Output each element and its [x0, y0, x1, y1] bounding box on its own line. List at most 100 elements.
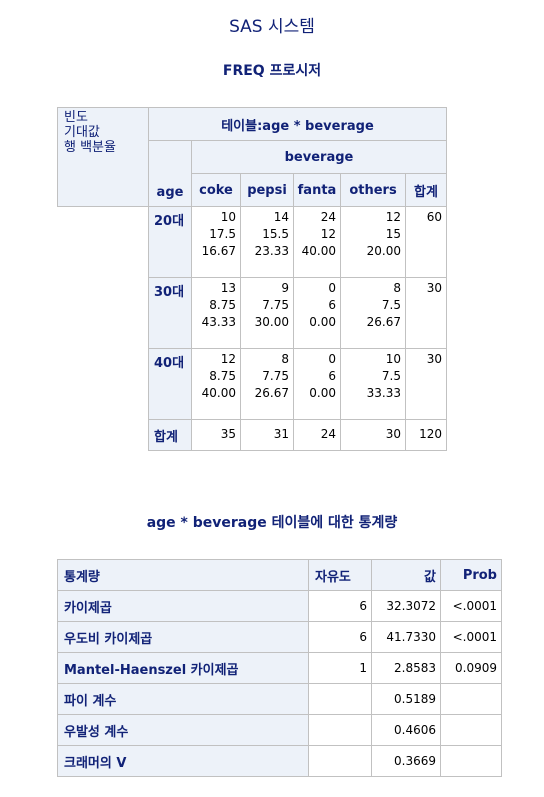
cell-value: 12: [385, 210, 401, 224]
statistic-name: 우도비 카이제곱: [57, 621, 309, 653]
blank-cell: [57, 277, 149, 349]
cell-value: 6: [328, 369, 336, 383]
table-row: 30대 13 8.75 43.33 9 7.75 30.00 0 6 0.00 8 7.5 26.67 3…: [57, 277, 447, 349]
column-header: pepsi: [240, 173, 294, 207]
cell-value: 33.33: [366, 386, 401, 400]
cell-value: 0: [328, 281, 336, 295]
cell-legend: 빈도 기대값 행 백분율: [57, 107, 149, 207]
col-var-header: beverage: [191, 140, 447, 174]
legend-line: 행 백분율: [64, 140, 116, 155]
cell-value: 30: [426, 281, 442, 295]
data-cell: 24 12 40.00: [293, 206, 341, 278]
data-cell: 13 8.75 43.33: [191, 277, 241, 349]
statistic-name: 파이 계수: [57, 683, 309, 715]
cell-value: 13: [220, 281, 236, 295]
statistic-value: [308, 714, 372, 746]
cell-value: 7.5: [381, 369, 401, 383]
cell-value: 8.75: [209, 298, 236, 312]
data-cell: 12 15 20.00: [340, 206, 406, 278]
table-row: 40대 12 8.75 40.00 8 7.75 26.67 0 6 0.00 10 7.5 33.33…: [57, 348, 447, 420]
data-cell: 9 7.75 30.00: [240, 277, 294, 349]
cell-value: 7.75: [262, 369, 289, 383]
statistic-value: [440, 714, 502, 746]
cell-value: 12: [320, 227, 336, 241]
statistic-value: 2.8583: [371, 652, 441, 684]
cell-value: 26.67: [366, 315, 401, 329]
cell-value: 30: [426, 352, 442, 366]
data-cell: 30: [405, 348, 447, 420]
data-cell: 0 6 0.00: [293, 348, 341, 420]
data-cell: 10 17.5 16.67: [191, 206, 241, 278]
statistic-value: 0.5189: [371, 683, 441, 715]
cell-value: 24: [320, 210, 336, 224]
cell-value: 60: [426, 210, 442, 224]
column-header: others: [340, 173, 406, 207]
table-row: 우발성 계수 0.4606: [57, 714, 502, 746]
cell-value: 0: [328, 352, 336, 366]
stats-header: 자유도: [308, 559, 372, 591]
data-cell: 14 15.5 23.33: [240, 206, 294, 278]
cell-value: 10: [220, 210, 236, 224]
row-header: 30대: [148, 277, 192, 349]
cell-value: 40.00: [301, 244, 336, 258]
statistic-value: 0.4606: [371, 714, 441, 746]
statistic-value: [308, 683, 372, 715]
statistic-name: Mantel-Haenszel 카이제곱: [57, 652, 309, 684]
statistic-value: 41.7330: [371, 621, 441, 653]
cell-value: 43.33: [201, 315, 236, 329]
stats-header: 통계량: [57, 559, 309, 591]
stats-header: 값: [371, 559, 441, 591]
statistics-table: 통계량 자유도 값 Prob 카이제곱 6 32.3072 <.0001 우도비 카이제…: [57, 559, 502, 777]
cell-value: 0.00: [309, 386, 336, 400]
statistic-value: 1: [308, 652, 372, 684]
statistic-value: 6: [308, 590, 372, 622]
crosstab-table: 빈도 기대값 행 백분율 테이블:age * beverage age beve…: [57, 107, 447, 451]
statistic-value: [440, 745, 502, 777]
table-row: 20대 10 17.5 16.67 14 15.5 23.33 24 12 40.00 12 15 20…: [57, 206, 447, 278]
cell-value: 16.67: [201, 244, 236, 258]
statistic-value: <.0001: [440, 621, 502, 653]
page-title: SAS 시스템: [229, 17, 315, 37]
cell-value: 30.00: [254, 315, 289, 329]
cell-value: 15: [385, 227, 401, 241]
cell-value: 23.33: [254, 244, 289, 258]
table-label: 테이블:age * beverage: [148, 107, 447, 141]
data-cell: 8 7.75 26.67: [240, 348, 294, 420]
total-cell: 35: [191, 419, 241, 451]
cell-value: 40.00: [201, 386, 236, 400]
statistic-value: <.0001: [440, 590, 502, 622]
total-cell: 24: [293, 419, 341, 451]
total-cell: 31: [240, 419, 294, 451]
cell-value: 0.00: [309, 315, 336, 329]
data-cell: 12 8.75 40.00: [191, 348, 241, 420]
statistic-value: 32.3072: [371, 590, 441, 622]
row-var-header: age: [148, 140, 192, 207]
cell-value: 8: [281, 352, 289, 366]
table-row: 카이제곱 6 32.3072 <.0001: [57, 590, 502, 622]
data-cell: 60: [405, 206, 447, 278]
blank-cell: [57, 206, 149, 278]
total-row: 합계 35 31 24 30 120: [57, 419, 447, 451]
cell-value: 10: [385, 352, 401, 366]
table-row: 크래머의 V 0.3669: [57, 745, 502, 777]
legend-line: 빈도: [64, 110, 88, 125]
statistic-value: 6: [308, 621, 372, 653]
cell-value: 8: [393, 281, 401, 295]
cell-value: 17.5: [209, 227, 236, 241]
statistic-name: 크래머의 V: [57, 745, 309, 777]
table-row: 우도비 카이제곱 6 41.7330 <.0001: [57, 621, 502, 653]
statistic-value: [308, 745, 372, 777]
statistic-value: 0.3669: [371, 745, 441, 777]
blank-cell: [57, 348, 149, 420]
stats-caption: age * beverage 테이블에 대한 통계량: [146, 515, 398, 531]
row-header: 40대: [148, 348, 192, 420]
row-header: 20대: [148, 206, 192, 278]
cell-value: 8.75: [209, 369, 236, 383]
column-header: fanta: [293, 173, 341, 207]
procedure-title: FREQ 프로시저: [222, 63, 322, 79]
total-cell: 30: [340, 419, 406, 451]
data-cell: 0 6 0.00: [293, 277, 341, 349]
table-row: Mantel-Haenszel 카이제곱 1 2.8583 0.0909: [57, 652, 502, 684]
data-cell: 8 7.5 26.67: [340, 277, 406, 349]
statistic-name: 카이제곱: [57, 590, 309, 622]
